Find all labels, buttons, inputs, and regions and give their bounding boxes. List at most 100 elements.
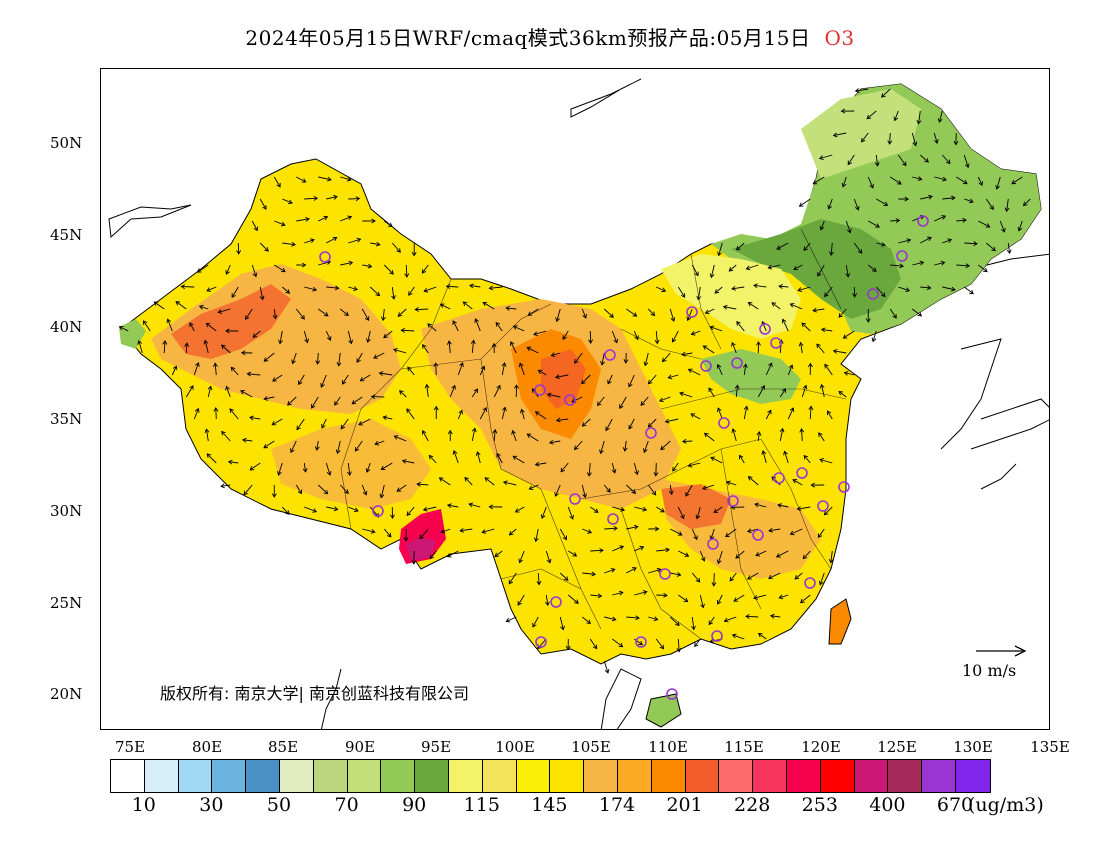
wind-arrow bbox=[611, 462, 616, 474]
wind-arrow bbox=[662, 352, 671, 362]
wind-arrow-head bbox=[581, 379, 586, 385]
wind-arrow-head bbox=[281, 267, 286, 273]
wind-arrow-head bbox=[660, 508, 665, 513]
wind-arrow bbox=[508, 572, 517, 585]
wind-arrow-head bbox=[354, 446, 360, 452]
wind-arrow bbox=[526, 347, 539, 354]
wind-arrow-head bbox=[572, 552, 578, 557]
wind-arrow-head bbox=[422, 506, 428, 512]
wind-arrow-head bbox=[969, 198, 974, 204]
wind-arrow-head bbox=[342, 380, 347, 385]
wind-arrow bbox=[802, 550, 811, 559]
wind-arrow bbox=[574, 352, 583, 364]
wind-arrow bbox=[813, 308, 825, 312]
wind-arrow bbox=[670, 572, 681, 576]
wind-arrow-head bbox=[526, 433, 532, 438]
wind-arrow-head bbox=[708, 387, 713, 393]
wind-arrow-head bbox=[277, 470, 282, 476]
wind-arrow bbox=[619, 396, 627, 409]
wind-arrow bbox=[281, 286, 290, 294]
wind-arrow-head bbox=[221, 344, 226, 350]
wind-arrow-head bbox=[488, 504, 494, 510]
wind-arrow-head bbox=[397, 312, 403, 317]
wind-arrow bbox=[801, 428, 803, 442]
wind-arrow-head bbox=[353, 507, 359, 513]
wind-arrow-head bbox=[356, 237, 362, 243]
wind-arrow-head bbox=[473, 388, 478, 394]
station-marker: 杭州 bbox=[817, 500, 829, 512]
wind-arrow-head bbox=[905, 287, 911, 292]
wind-arrow-head bbox=[422, 429, 427, 435]
lon-label-95e: 95E bbox=[420, 738, 452, 756]
wind-arrow bbox=[824, 506, 833, 516]
wind-arrow-head bbox=[917, 312, 923, 317]
wind-arrow-head bbox=[683, 597, 689, 603]
wind-arrow-head bbox=[196, 268, 202, 273]
station-marker: 南京 bbox=[796, 467, 808, 479]
wind-arrow-head bbox=[631, 489, 637, 494]
wind-arrow bbox=[547, 393, 561, 398]
wind-arrow-head bbox=[220, 483, 225, 489]
wind-arrow bbox=[366, 462, 371, 473]
wind-arrow-head bbox=[684, 552, 690, 557]
wind-arrow bbox=[347, 462, 351, 476]
wind-arrow bbox=[768, 528, 781, 532]
wind-arrow bbox=[746, 264, 759, 270]
wind-arrow-head bbox=[792, 479, 798, 484]
wind-arrow bbox=[803, 455, 811, 464]
wind-arrow-head bbox=[221, 430, 226, 436]
wind-arrow bbox=[529, 484, 539, 490]
wind-arrow-head bbox=[206, 287, 212, 292]
wind-arrow bbox=[964, 286, 974, 295]
wind-arrow-head bbox=[927, 236, 932, 242]
wind-arrow-head bbox=[346, 471, 352, 477]
wind-arrow bbox=[221, 431, 231, 442]
lon-label-125e: 125E bbox=[877, 738, 917, 756]
wind-arrow bbox=[273, 308, 276, 319]
wind-arrow bbox=[189, 322, 195, 332]
wind-arrow-head bbox=[916, 119, 922, 125]
wind-arrow bbox=[768, 572, 781, 579]
wind-arrow-head bbox=[225, 385, 230, 391]
wind-arrow bbox=[396, 484, 407, 492]
wind-arrow-head bbox=[340, 424, 346, 430]
wind-arrow bbox=[868, 220, 880, 228]
china-region-bohai-green bbox=[701, 349, 801, 404]
wind-arrow bbox=[604, 568, 615, 574]
wind-arrow bbox=[476, 451, 481, 464]
wind-arrow-head bbox=[656, 567, 662, 573]
wind-arrow bbox=[340, 176, 351, 181]
wind-arrow bbox=[421, 264, 429, 274]
wind-arrow-head bbox=[263, 443, 269, 449]
wind-arrow-head bbox=[162, 340, 168, 345]
wind-arrow-head bbox=[691, 625, 696, 631]
wind-arrow bbox=[243, 484, 253, 495]
wind-arrow-head bbox=[838, 313, 844, 318]
wind-arrow bbox=[317, 352, 319, 365]
wind-arrow bbox=[495, 322, 503, 332]
wind-arrow bbox=[838, 308, 847, 318]
wind-arrow bbox=[964, 242, 978, 245]
wind-arrow-head bbox=[841, 182, 847, 188]
wind-arrow bbox=[325, 462, 331, 476]
wind-arrow-head bbox=[336, 362, 342, 367]
wind-arrow-head bbox=[995, 185, 1001, 190]
wind-arrow bbox=[559, 572, 569, 581]
wind-arrow bbox=[890, 176, 902, 185]
wind-arrow-head bbox=[175, 301, 181, 306]
wind-arrow-head bbox=[941, 215, 947, 220]
wind-arrow bbox=[687, 308, 693, 321]
wind-arrow bbox=[660, 440, 671, 450]
wind-arrow bbox=[625, 352, 627, 363]
wind-arrow-head bbox=[231, 293, 236, 299]
wind-arrow bbox=[406, 408, 415, 420]
wind-arrow bbox=[624, 440, 627, 452]
wind-arrow bbox=[605, 418, 613, 431]
wind-arrow-head bbox=[488, 285, 494, 291]
wind-arrow-head bbox=[582, 493, 587, 499]
station-marker: 长沙 bbox=[727, 495, 739, 507]
china-region-northeast bbox=[711, 84, 1041, 334]
wind-arrow-head bbox=[562, 335, 567, 340]
wind-arrow bbox=[787, 364, 793, 376]
wind-arrow-head bbox=[700, 603, 705, 609]
